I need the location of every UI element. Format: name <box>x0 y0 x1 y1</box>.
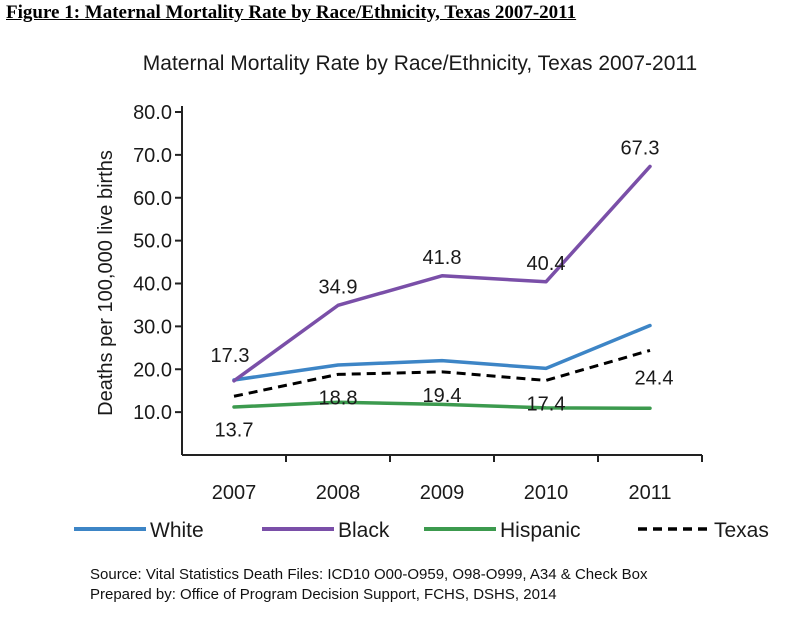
figure-title: Figure 1: Maternal Mortality Rate by Rac… <box>6 2 577 23</box>
legend-label: White <box>150 519 204 542</box>
data-label: 24.4 <box>635 367 674 389</box>
data-labels-layer: 17.3 34.9 41.8 40.4 67.3 13.7 18.8 19.4 17.4 24.4 <box>211 137 674 441</box>
y-tick-label: 50.0 <box>133 231 172 253</box>
prepared-by-note: Prepared by: Office of Program Decision … <box>90 586 557 603</box>
data-label: 34.9 <box>319 276 358 298</box>
legend-label: Hispanic <box>500 519 581 542</box>
x-tick-label: 2009 <box>420 482 465 504</box>
source-note: Source: Vital Statistics Death Files: IC… <box>90 566 648 583</box>
data-label: 67.3 <box>621 137 660 159</box>
x-tick-label: 2010 <box>524 482 569 504</box>
x-tick-label: 2007 <box>212 482 257 504</box>
legend-label: Black <box>338 519 390 542</box>
data-label: 40.4 <box>527 253 566 275</box>
y-tick-label: 30.0 <box>133 316 172 338</box>
series-line-black <box>232 164 652 383</box>
series-line-texas <box>233 348 651 398</box>
series-line-hispanic <box>232 400 652 411</box>
chart-axes: 10.0 20.0 30.0 40.0 50.0 60.0 70.0 80.0 2007 2008… <box>133 102 703 504</box>
chart-title: Maternal Mortality Rate by Race/Ethnicit… <box>143 52 697 75</box>
x-tick-label: 2008 <box>316 482 361 504</box>
series-layer <box>232 164 652 411</box>
data-label: 13.7 <box>215 419 254 441</box>
data-label: 17.3 <box>211 345 250 367</box>
data-label: 41.8 <box>423 247 462 269</box>
x-tick-label: 2011 <box>628 482 671 504</box>
data-label: 17.4 <box>527 393 566 415</box>
y-axis-label: Deaths per 100,000 live births <box>95 150 117 416</box>
data-label: 19.4 <box>423 385 462 407</box>
y-tick-label: 20.0 <box>133 359 172 381</box>
legend-label: Texas <box>714 519 769 542</box>
y-tick-label: 60.0 <box>133 188 172 210</box>
chart-legend: White Black Hispanic Texas <box>74 519 769 542</box>
y-tick-label: 70.0 <box>133 145 172 167</box>
y-tick-label: 40.0 <box>133 274 172 296</box>
data-label: 18.8 <box>319 387 358 409</box>
y-tick-label: 80.0 <box>133 102 172 124</box>
y-tick-label: 10.0 <box>133 402 172 424</box>
series-line-white <box>232 323 652 382</box>
